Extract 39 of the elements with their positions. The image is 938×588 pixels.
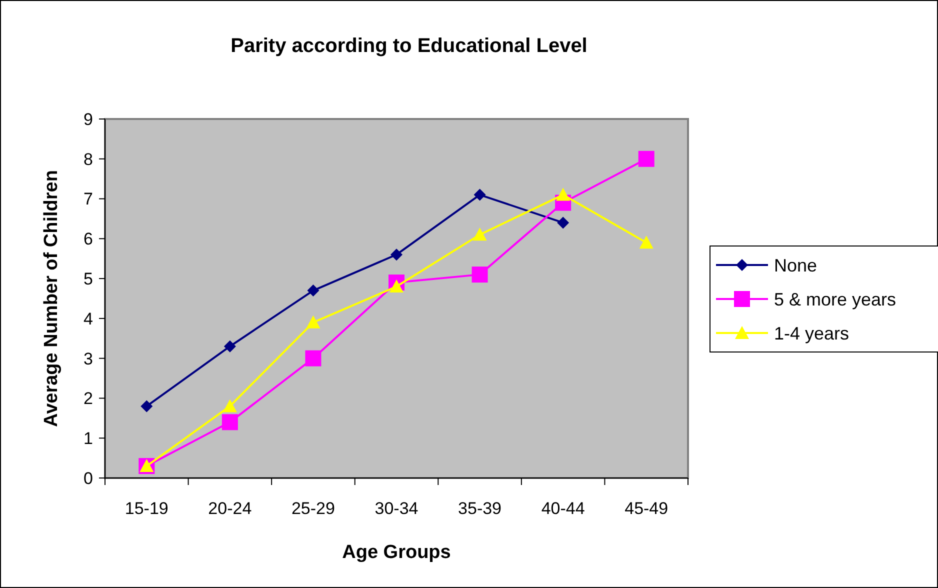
point: [390, 248, 402, 261]
point: [140, 400, 153, 412]
y-axis-title: Average Number of Children: [41, 170, 62, 427]
chart-title: Parity according to Educational Level: [230, 35, 588, 57]
point: [638, 150, 654, 167]
x-tick-label: 45-49: [624, 499, 668, 518]
point: [472, 266, 488, 283]
legend-label: 1-4 years: [774, 323, 850, 344]
legend-label: 5 & more years: [774, 289, 896, 310]
y-tick-label: 5: [84, 270, 93, 289]
x-tick-label: 20-24: [208, 499, 252, 518]
point: [474, 188, 486, 201]
y-tick-label: 1: [84, 429, 93, 448]
x-tick-label: 30-34: [374, 499, 418, 518]
x-tick-label: 25-29: [291, 499, 335, 518]
x-axis-title: Age Groups: [342, 542, 451, 563]
x-tick-label: 15-19: [124, 499, 168, 518]
y-tick-label: 3: [84, 349, 93, 368]
point: [306, 315, 320, 328]
point: [222, 414, 238, 430]
point: [472, 228, 487, 241]
point: [557, 216, 570, 229]
x-tick-label: 35-39: [458, 499, 502, 518]
x-tick-label: 40-44: [541, 499, 585, 518]
point: [639, 236, 654, 249]
y-tick-label: 2: [84, 389, 93, 408]
y-tick-label: 4: [84, 309, 93, 328]
point: [222, 399, 237, 412]
y-tick-label: 9: [84, 110, 93, 129]
point: [305, 350, 322, 366]
y-tick-label: 8: [84, 150, 93, 169]
y-tick-label: 7: [84, 190, 93, 209]
legend-label: None: [774, 255, 818, 276]
point: [556, 188, 570, 201]
point: [224, 340, 236, 352]
y-tick-label: 0: [84, 468, 93, 488]
point: [390, 280, 404, 293]
y-tick-label: 6: [84, 230, 93, 249]
point: [307, 284, 320, 297]
